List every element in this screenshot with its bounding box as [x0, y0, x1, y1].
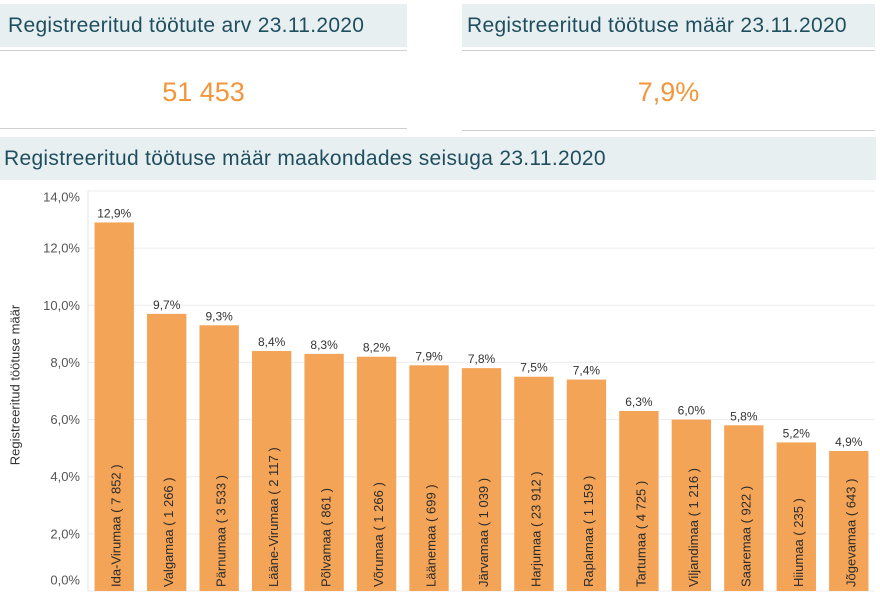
bar-category-label: Lääne-Virumaa ( 2 117 )	[266, 447, 281, 587]
bar-value-label: 8,2%	[363, 341, 391, 355]
kpi-title: Registreeritud töötuse määr 23.11.2020	[462, 4, 875, 47]
bar[interactable]	[829, 451, 869, 591]
bar-value-label: 5,2%	[783, 426, 811, 440]
kpi-value: 51 453	[162, 77, 245, 107]
bar-value-label: 7,9%	[415, 349, 443, 363]
bar-category-label: Valgamaa ( 1 266 )	[161, 477, 176, 587]
bar-category-label: Järvamaa ( 1 039 )	[476, 478, 491, 587]
kpi-title: Registreeritud töötute arv 23.11.2020	[0, 4, 407, 47]
divider	[462, 50, 875, 51]
bar-value-label: 7,4%	[573, 364, 601, 378]
bar-value-label: 7,8%	[468, 352, 496, 366]
bar-category-label: Ida-Virumaa ( 7 852 )	[109, 464, 124, 587]
bar-value-label: 9,7%	[153, 298, 181, 312]
kpi-card-unemployed-count: Registreeritud töötute arv 23.11.2020 51…	[0, 0, 407, 132]
divider	[0, 50, 407, 51]
y-tick-label: 14,0%	[43, 190, 80, 205]
divider	[462, 130, 875, 131]
bar-category-label: Saaremaa ( 922 )	[738, 486, 753, 587]
bar-category-label: Harjumaa ( 23 912 )	[528, 471, 543, 587]
bar-category-label: Viljandimaa ( 1 216 )	[686, 468, 701, 587]
kpi-value: 7,9%	[637, 77, 700, 107]
bar[interactable]	[776, 442, 816, 591]
bar-category-label: Pärnumaa ( 3 533 )	[214, 475, 229, 587]
chart-title: Registreeritud töötuse määr maakondades …	[0, 137, 876, 180]
y-tick-label: 4,0%	[50, 469, 80, 484]
bar-category-label: Tartumaa ( 4 725 )	[633, 481, 648, 587]
bar[interactable]	[461, 368, 502, 591]
y-tick-label: 12,0%	[43, 241, 80, 256]
y-axis: 0,0% 2,0% 4,0% 6,0% 8,0% 10,0% 12,0% 14,0% Regis…	[8, 190, 89, 591]
kpi-card-unemployment-rate: Registreeritud töötuse määr 23.11.2020 7…	[462, 0, 875, 132]
bar[interactable]	[251, 351, 292, 591]
bar[interactable]	[409, 365, 449, 591]
bar-value-label: 4,9%	[835, 435, 863, 449]
bar-value-label: 8,4%	[258, 335, 286, 349]
divider	[0, 128, 407, 129]
bar-category-label: Jõgevamaa ( 643 )	[843, 479, 858, 587]
bar-value-label: 8,3%	[310, 338, 338, 352]
y-axis-title: Registreeritud töötuse määr	[8, 304, 23, 465]
bar[interactable]	[199, 325, 239, 591]
y-tick-label: 0,0%	[50, 573, 80, 588]
bar[interactable]	[514, 376, 554, 591]
bar-category-label: Raplamaa ( 1 159 )	[581, 476, 596, 587]
bar-value-label: 5,8%	[730, 409, 758, 423]
bar[interactable]	[724, 425, 764, 591]
bar[interactable]	[619, 411, 659, 591]
bar-labels: 12,9% Ida-Virumaa ( 7 852 ) 9,7% Valgamaa (…	[97, 206, 863, 587]
bar-value-label: 9,3%	[205, 309, 233, 323]
bar-value-label: 6,3%	[625, 395, 653, 409]
bar-value-label: 7,5%	[520, 361, 548, 375]
bar[interactable]	[147, 313, 187, 591]
bars	[94, 222, 869, 591]
bar-chart: 0,0% 2,0% 4,0% 6,0% 8,0% 10,0% 12,0% 14,0% Regis…	[8, 190, 875, 592]
bar[interactable]	[94, 222, 134, 591]
y-tick-label: 10,0%	[43, 298, 80, 313]
bar[interactable]	[304, 353, 344, 591]
y-tick-label: 6,0%	[50, 412, 80, 427]
bar[interactable]	[566, 379, 607, 591]
bar[interactable]	[356, 356, 397, 591]
bar-category-label: Põlvamaa ( 861 )	[319, 488, 334, 587]
bar-value-label: 12,9%	[97, 206, 131, 220]
bar-category-label: Võrumaa ( 1 266 )	[371, 482, 386, 587]
bar-category-label: Hiiumaa ( 235 )	[791, 498, 806, 587]
bar-value-label: 6,0%	[678, 404, 706, 418]
y-tick-label: 2,0%	[50, 526, 80, 541]
bar[interactable]	[671, 419, 712, 591]
y-tick-label: 8,0%	[50, 355, 80, 370]
bar-category-label: Läänemaa ( 699 )	[424, 484, 439, 587]
